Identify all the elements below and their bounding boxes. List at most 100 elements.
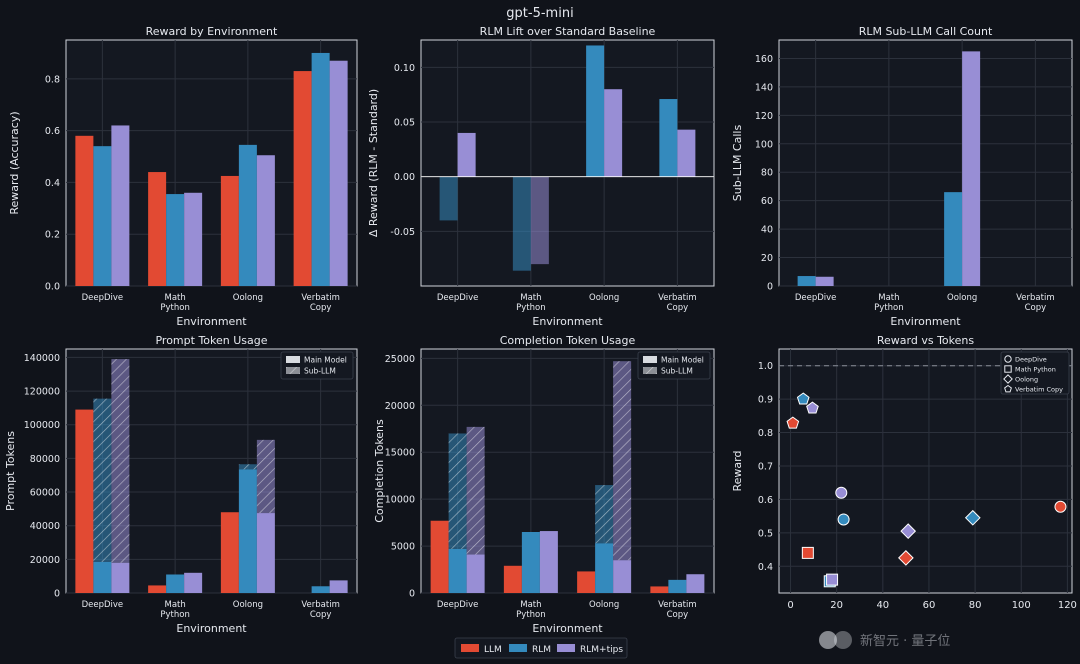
x-axis-label: Environment [890, 315, 961, 328]
x-tick-label: Math [164, 600, 185, 610]
chart-panel-5: Completion Token Usage 0 5000 10000 15000 200… [373, 334, 715, 635]
y-axis-label: Reward (Accuracy) [8, 111, 21, 214]
bar [530, 176, 549, 265]
x-tick-label: DeepDive [795, 293, 837, 303]
y-tick-label: 80 [761, 168, 773, 179]
chart-title: Reward by Environment [146, 25, 278, 38]
legend-swatch [461, 644, 479, 652]
bar [512, 176, 531, 271]
y-tick-label: 20000 [385, 401, 415, 412]
y-tick-label: 0.9 [758, 395, 773, 406]
y-tick-label: 20 [761, 253, 773, 264]
y-axis-label: Reward [731, 451, 744, 492]
x-tick-label: 0 [787, 600, 793, 611]
bar [668, 579, 687, 593]
legend-swatch-hatch [643, 367, 657, 374]
y-tick-label: 25000 [385, 354, 415, 365]
chart-panel-3: RLM Sub-LLM Call Count 0 20 40 60 80 100 120 140… [731, 25, 1073, 328]
watermark-text: 新智元 · 量子位 [860, 633, 950, 649]
token-legend: Main Model Sub-LLM [280, 351, 354, 380]
y-tick-label: 0.8 [758, 428, 773, 439]
bar [311, 52, 330, 286]
legend-marker [1003, 374, 1013, 384]
x-tick-label: 100 [1012, 600, 1031, 611]
y-tick-label: 0.4 [758, 562, 773, 573]
bar [220, 512, 239, 593]
y-tick-label: 100 [755, 139, 773, 150]
legend-box [454, 637, 628, 659]
chart-panel-2: RLM Lift over Standard Baseline -0.05 0.00… [367, 25, 715, 328]
bar [577, 571, 596, 593]
y-tick-label: 0.6 [758, 495, 773, 506]
bar [962, 51, 981, 287]
chart-title: Reward vs Tokens [877, 334, 974, 347]
scatter-point [801, 546, 814, 559]
legend-marker [1004, 365, 1012, 373]
bar [677, 129, 696, 177]
bar [148, 585, 167, 593]
x-tick-label: DeepDive [437, 600, 479, 610]
bar [430, 520, 449, 593]
y-tick-label: 0.10 [394, 63, 415, 74]
y-tick-label: 0.2 [45, 230, 60, 241]
x-tick-label: 120 [1058, 600, 1077, 611]
x-tick-label: DeepDive [82, 600, 124, 610]
token-legend: Main Model Sub-LLM [637, 351, 711, 380]
x-tick-label: Copy [310, 303, 332, 313]
chart-title: RLM Lift over Standard Baseline [480, 25, 656, 38]
bar-sub-llm-hatch [595, 485, 614, 544]
scatter-point [837, 513, 850, 526]
y-tick-label: 0.6 [45, 126, 60, 137]
bar [944, 192, 963, 286]
legend-swatch [557, 644, 575, 652]
bar [613, 560, 632, 593]
shape-legend: DeepDive Math Python Oolong Verbatim Copy [1000, 351, 1070, 395]
x-tick-label: Verbatim [1016, 293, 1054, 303]
bar [439, 176, 458, 221]
legend-label: LLM [484, 645, 502, 655]
bar [448, 548, 467, 593]
x-tick-label: Python [516, 303, 545, 313]
bar [238, 144, 257, 286]
bar [539, 531, 558, 593]
figure-title: gpt-5-mini [506, 6, 573, 21]
chart-panel-6: Reward vs Tokens 0.4 0.5 0.6 0.7 0.8 0.9 1.0 Rew… [731, 334, 1077, 611]
x-tick-label: Python [874, 303, 903, 313]
x-tick-label: 60 [923, 600, 936, 611]
bar [166, 194, 185, 286]
bar [75, 409, 94, 593]
scatter-point [898, 550, 914, 566]
x-tick-label: 20 [830, 600, 843, 611]
y-tick-label: 100000 [24, 420, 60, 431]
y-tick-label: 0 [767, 282, 773, 293]
bar [238, 469, 257, 593]
scatter-point [1054, 500, 1067, 513]
x-tick-label: Oolong [947, 293, 977, 303]
y-tick-label: 140000 [24, 353, 60, 364]
y-axis-label: Completion Tokens [373, 419, 386, 523]
x-tick-label: Copy [1025, 303, 1047, 313]
x-tick-label: Math [164, 293, 185, 303]
x-tick-label: Math [878, 293, 899, 303]
chart-title: RLM Sub-LLM Call Count [859, 25, 993, 38]
bar [148, 172, 167, 286]
bar [521, 532, 540, 593]
bar-sub-llm-hatch [93, 398, 112, 562]
bar [93, 561, 112, 593]
bar [604, 89, 623, 177]
legend-label: Math Python [1015, 366, 1056, 374]
x-tick-label: Verbatim [658, 293, 696, 303]
y-tick-label: 120 [755, 111, 773, 122]
legend-marker [1004, 355, 1012, 363]
bar [586, 45, 605, 177]
y-axis-label: Δ Reward (RLM - Standard) [367, 89, 380, 237]
x-tick-label: Copy [667, 610, 689, 620]
legend-label: Verbatim Copy [1015, 386, 1063, 394]
x-tick-label: DeepDive [82, 293, 124, 303]
bar-sub-llm-hatch [111, 359, 130, 563]
legend-label: Main Model [661, 356, 704, 365]
y-tick-label: 5000 [391, 542, 415, 553]
x-axis-label: Environment [532, 622, 603, 635]
y-tick-label: 80000 [30, 454, 60, 465]
bar [93, 146, 112, 286]
